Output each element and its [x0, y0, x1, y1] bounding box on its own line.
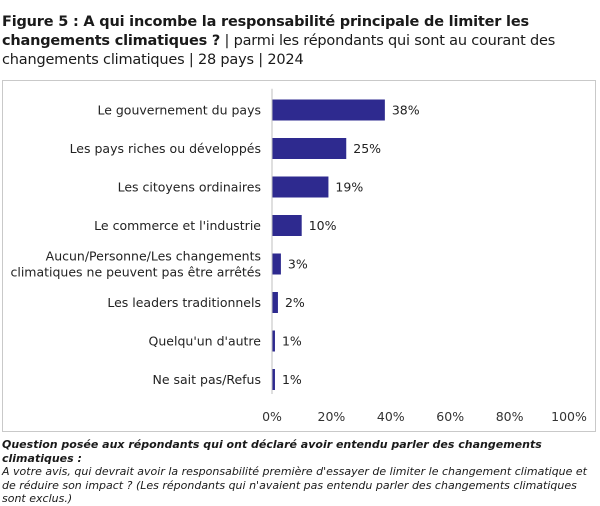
- category-label: Le gouvernement du pays: [97, 103, 261, 118]
- value-label: 19%: [335, 180, 363, 195]
- value-label: 2%: [285, 295, 305, 310]
- x-tick-label: 80%: [496, 409, 524, 424]
- bar: [272, 253, 281, 275]
- bar: [272, 215, 302, 236]
- bar: [272, 292, 278, 313]
- category-label: Le commerce et l'industrie: [94, 218, 261, 233]
- category-label: Quelqu'un d'autre: [149, 334, 262, 349]
- question-note-bold: Question posée aux répondants qui ont dé…: [2, 438, 542, 465]
- category-label: Les citoyens ordinaires: [118, 180, 261, 195]
- category-label: Les leaders traditionnels: [107, 295, 261, 310]
- x-tick-label: 20%: [318, 409, 346, 424]
- value-label: 1%: [282, 334, 302, 349]
- chart-frame: [2, 80, 596, 432]
- category-label: Les pays riches ou développés: [70, 141, 261, 156]
- value-label: 10%: [309, 218, 337, 233]
- chart-title-bold: Figure 5 : A qui incombe la responsabili…: [2, 14, 529, 49]
- value-label: 1%: [282, 372, 302, 387]
- chart-title: Figure 5 : A qui incombe la responsabili…: [2, 13, 592, 70]
- x-tick-label: 0%: [262, 409, 282, 424]
- x-tick-label: 100%: [551, 409, 587, 424]
- category-label: Ne sait pas/Refus: [152, 372, 261, 387]
- value-label: 38%: [392, 103, 420, 118]
- value-label: 3%: [288, 257, 308, 272]
- question-note: Question posée aux répondants qui ont dé…: [2, 438, 598, 506]
- bar: [272, 330, 275, 352]
- x-tick-label: 40%: [377, 409, 405, 424]
- bar: [272, 176, 329, 198]
- bar: [272, 99, 385, 121]
- bar: [272, 369, 275, 390]
- question-note-text: A votre avis, qui devrait avoir la respo…: [2, 465, 587, 506]
- chart-title-subtitle: | parmi les répondants qui sont au coura…: [2, 33, 556, 68]
- bar: [272, 138, 347, 159]
- x-tick-label: 60%: [436, 409, 464, 424]
- category-label: Aucun/Personne/Les changements climatique…: [10, 249, 261, 280]
- value-label: 25%: [353, 141, 381, 156]
